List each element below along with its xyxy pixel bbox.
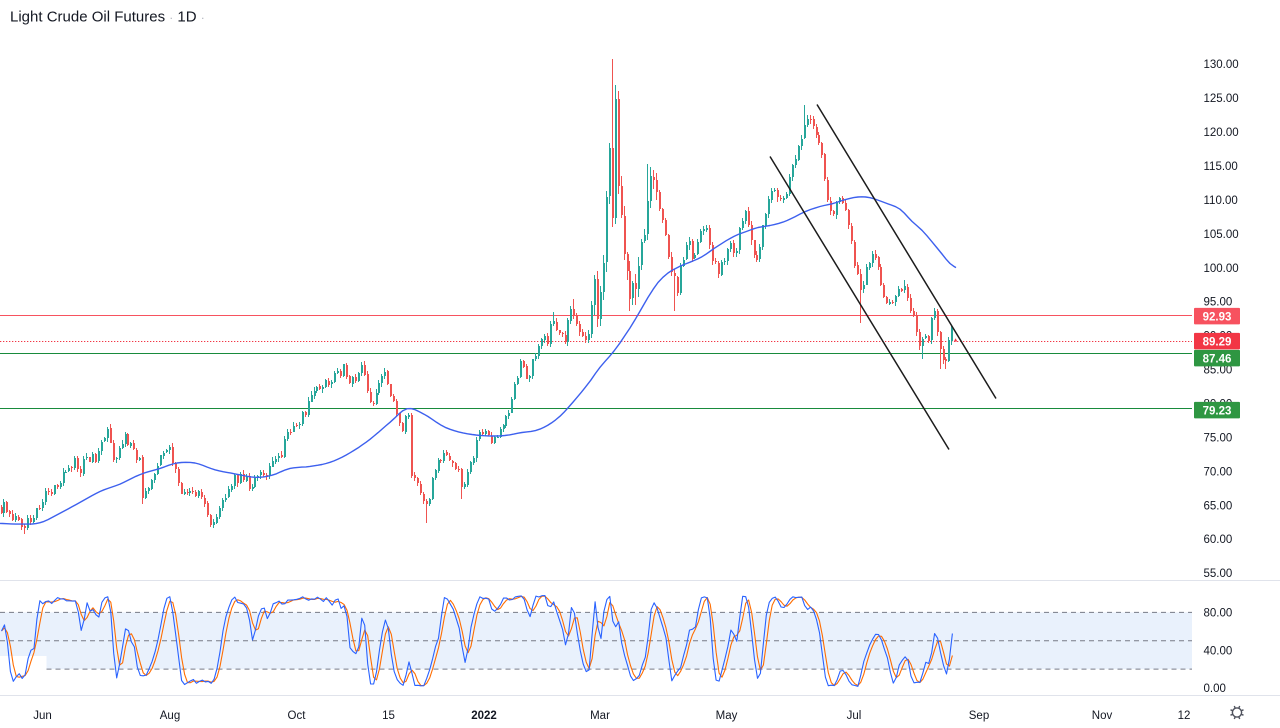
svg-text:130.00: 130.00 <box>1204 59 1239 71</box>
svg-text:110.00: 110.00 <box>1204 195 1238 207</box>
svg-text:95.00: 95.00 <box>1204 297 1233 309</box>
svg-text:Jul: Jul <box>847 710 862 722</box>
svg-text:Light Crude Oil Futures · 1D ·: Light Crude Oil Futures · 1D · <box>10 9 205 26</box>
svg-text:0.00: 0.00 <box>1204 683 1226 695</box>
svg-text:85.00: 85.00 <box>1204 365 1233 377</box>
svg-text:12: 12 <box>1178 710 1191 722</box>
svg-text:Sep: Sep <box>969 710 989 722</box>
svg-text:65.00: 65.00 <box>1204 500 1233 512</box>
svg-text:Mar: Mar <box>590 710 610 722</box>
svg-text:100.00: 100.00 <box>1204 263 1239 275</box>
svg-text:89.29: 89.29 <box>1203 336 1232 348</box>
svg-text:Aug: Aug <box>160 710 180 722</box>
svg-text:Nov: Nov <box>1092 710 1113 722</box>
svg-text:55.00: 55.00 <box>1204 568 1233 580</box>
svg-text:125.00: 125.00 <box>1204 93 1239 105</box>
svg-text:79.23: 79.23 <box>1203 405 1232 417</box>
svg-text:15: 15 <box>382 710 395 722</box>
svg-text:2022: 2022 <box>471 710 497 722</box>
svg-text:120.00: 120.00 <box>1204 127 1239 139</box>
svg-text:75.00: 75.00 <box>1204 432 1233 444</box>
svg-text:92.93: 92.93 <box>1203 311 1232 323</box>
svg-text:87.46: 87.46 <box>1203 353 1232 365</box>
svg-text:Jun: Jun <box>33 710 52 722</box>
svg-text:115.00: 115.00 <box>1204 161 1238 173</box>
svg-text:70.00: 70.00 <box>1204 466 1233 478</box>
svg-text:May: May <box>716 710 738 722</box>
svg-text:60.00: 60.00 <box>1204 534 1233 546</box>
svg-text:105.00: 105.00 <box>1204 229 1239 241</box>
svg-text:40.00: 40.00 <box>1204 645 1233 657</box>
svg-text:Oct: Oct <box>288 710 307 722</box>
svg-text:80.00: 80.00 <box>1204 608 1233 620</box>
